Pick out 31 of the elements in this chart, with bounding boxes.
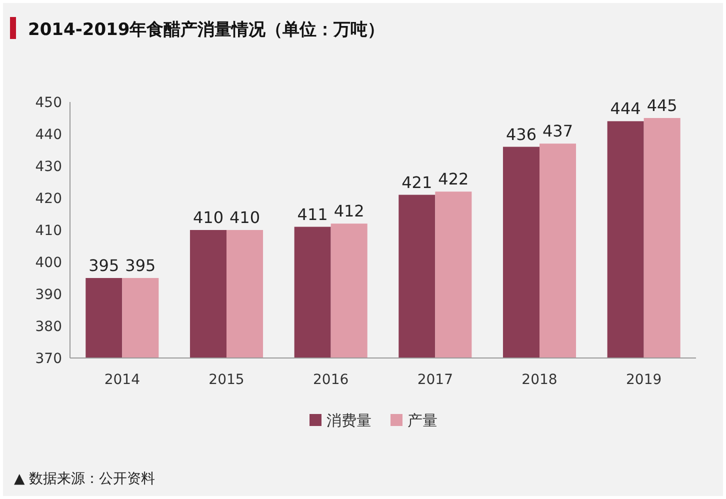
chart-title: 2014-2019年食醋产消量情况（单位：万吨） (28, 20, 385, 40)
data-label: 421 (402, 172, 432, 192)
x-tick-label: 2016 (313, 372, 349, 388)
x-tick-label: 2014 (104, 372, 140, 388)
data-label: 422 (438, 170, 469, 189)
data-label: 437 (542, 122, 574, 141)
x-tick-label: 2018 (522, 372, 558, 388)
data-label: 410 (229, 208, 260, 227)
y-tick-label: 410 (35, 222, 62, 239)
data-label: 410 (192, 208, 224, 227)
data-label: 436 (506, 124, 537, 144)
y-tick-label: 440 (35, 126, 62, 143)
legend-label: 消费量 (326, 411, 372, 430)
y-tick-label: 400 (35, 254, 62, 271)
text: ▲ 数据来源：公开资料 (14, 471, 156, 487)
legend-label: 产量 (408, 411, 438, 430)
y-tick-label: 370 (35, 350, 62, 367)
data-label: 444 (610, 99, 641, 118)
data-label: 412 (334, 202, 364, 221)
y-tick-label: 420 (35, 190, 62, 207)
x-tick-label: 2017 (417, 372, 453, 388)
data-label: 395 (88, 256, 120, 275)
data-label: 411 (297, 204, 328, 224)
x-tick-label: 2019 (626, 372, 662, 388)
data-label: 395 (125, 256, 156, 275)
y-tick-label: 390 (35, 286, 62, 303)
y-tick-label: 450 (35, 94, 62, 111)
y-tick-label: 430 (35, 158, 62, 175)
data-label: 445 (646, 96, 678, 115)
x-tick-label: 2015 (208, 372, 244, 388)
y-tick-label: 380 (35, 318, 62, 335)
